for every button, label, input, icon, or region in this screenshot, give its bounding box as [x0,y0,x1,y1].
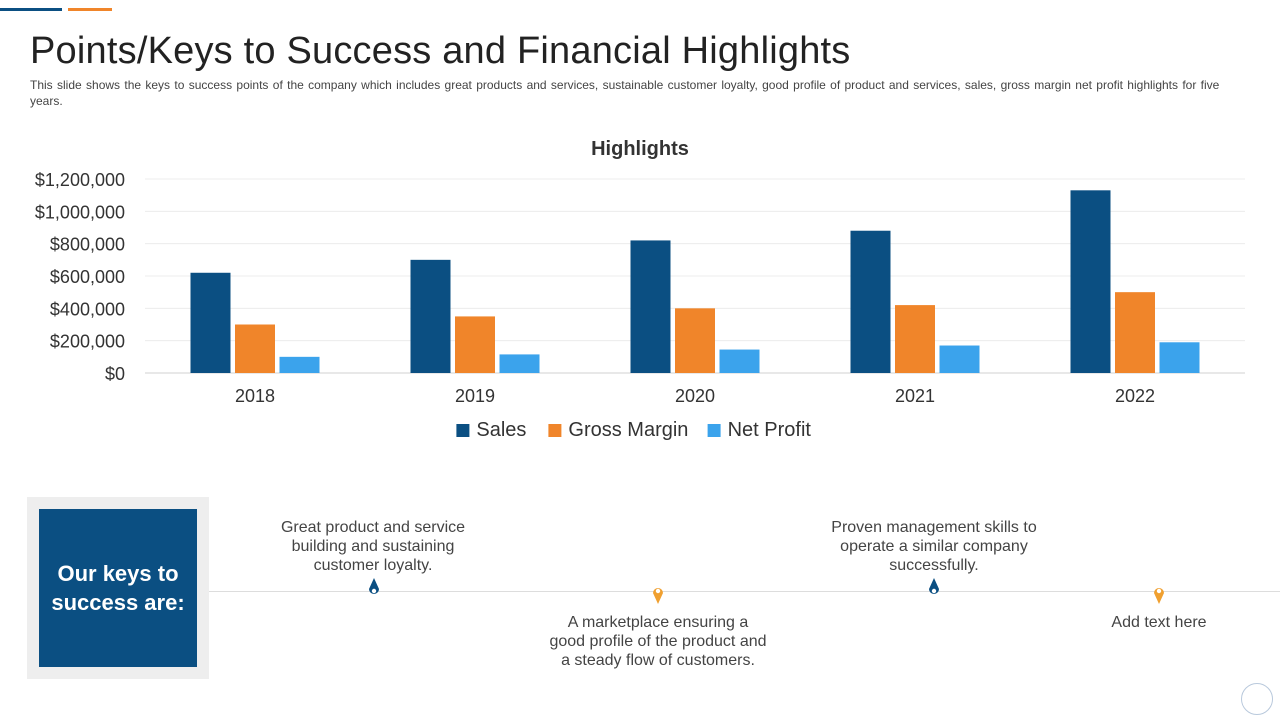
legend-item-net-profit: Net Profit [707,419,812,441]
legend-label: Net Profit [728,419,812,441]
key-item-2-text: A marketplace ensuring a good profile of… [549,614,767,669]
location-pin-icon [1154,588,1164,604]
page-title: Points/Keys to Success and Financial Hig… [30,30,851,72]
y-tick-label: $200,000 [50,332,125,352]
accent-bar-blue [0,8,62,11]
y-tick-label: $1,000,000 [35,202,125,222]
legend-swatch [548,424,562,437]
accent-bar-orange [68,8,112,11]
page-subtitle: This slide shows the keys to success poi… [30,78,1220,108]
x-tick-label: 2020 [675,386,715,406]
corner-circle-icon [1241,683,1273,715]
x-tick-label: 2022 [1115,386,1155,406]
y-tick-label: $0 [105,364,125,384]
highlights-chart: Highlights $0 $200,000 $400,000 $600,000 $80… [35,138,1245,441]
legend-swatch [707,424,721,437]
x-tick-label: 2019 [455,386,495,406]
bar-gross-margin-2021 [895,305,935,373]
legend-label: Gross Margin [568,419,688,441]
bar-net-profit-2020 [719,349,760,373]
bar-sales-2020 [630,240,671,373]
y-tick-label: $600,000 [50,267,125,287]
legend-swatch [456,424,470,437]
x-axis-tick-labels: 2018 2019 2020 2021 2022 [235,386,1155,406]
key-item-1-text: Great product and service building and s… [280,519,466,574]
bar-net-profit-2022 [1159,342,1200,373]
key-item-3-text: Proven management skills to operate a si… [831,519,1037,574]
bar-sales-2022 [1070,190,1111,373]
bar-sales-2019 [410,259,451,373]
key-item-4-text: Add text here [1111,614,1207,631]
keys-heading: Our keys to success are: [51,561,185,615]
gridlines [145,178,1245,374]
y-tick-label: $800,000 [50,235,125,255]
legend-item-sales: Sales [456,419,526,441]
keys-heading-box: Our keys to success are: [39,509,197,667]
bar-net-profit-2021 [939,345,980,373]
bars [190,190,1200,373]
location-pin-icon [653,588,663,604]
bar-sales-2021 [850,230,891,373]
chart-title: Highlights [591,138,689,160]
bar-gross-margin-2022 [1115,292,1155,373]
keys-panel: Our keys to success are: [27,497,209,679]
x-tick-label: 2021 [895,386,935,406]
legend-item-gross-margin: Gross Margin [548,419,688,441]
x-tick-label: 2018 [235,386,275,406]
legend: Sales Gross Margin Net Profit [456,419,811,441]
bar-net-profit-2018 [279,356,320,373]
location-pin-icon [929,578,939,594]
bar-sales-2018 [190,272,231,373]
location-pin-icon [369,578,379,594]
y-tick-label: $1,200,000 [35,170,125,190]
timeline-line [209,591,1280,592]
y-tick-label: $400,000 [50,299,125,319]
bar-gross-margin-2018 [235,324,275,373]
bar-gross-margin-2020 [675,308,715,373]
legend-label: Sales [476,419,526,441]
bar-gross-margin-2019 [455,316,495,373]
bar-net-profit-2019 [499,354,540,373]
y-axis-tick-labels: $0 $200,000 $400,000 $600,000 $800,000 $1,000… [35,170,125,384]
